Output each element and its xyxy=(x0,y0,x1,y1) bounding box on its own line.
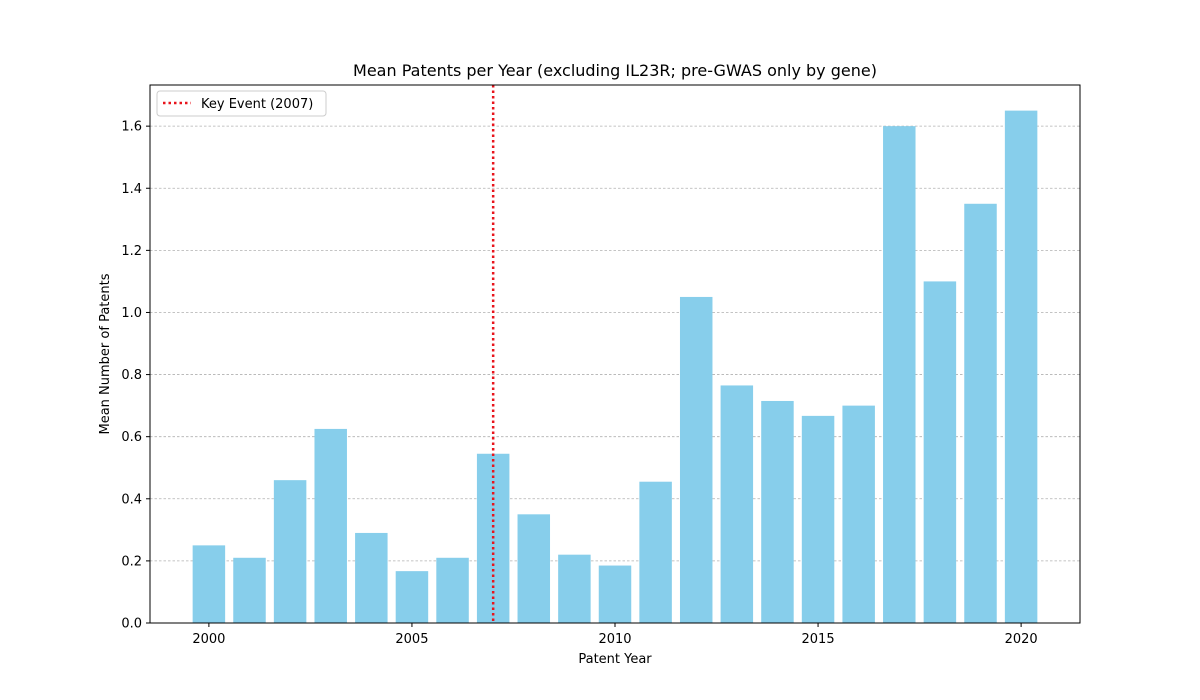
bar-2003 xyxy=(314,428,347,623)
bar-2018 xyxy=(923,281,957,623)
x-tick-label: 2015 xyxy=(802,632,835,647)
bar-2013 xyxy=(720,385,754,623)
x-axis-label: Patent Year xyxy=(578,652,652,667)
bar-2006 xyxy=(436,557,469,623)
bar-2010 xyxy=(598,565,632,623)
y-tick-label: 0.4 xyxy=(121,492,142,507)
bar-2017 xyxy=(883,126,916,623)
y-tick-label: 0.8 xyxy=(121,368,142,383)
y-tick-label: 1.0 xyxy=(121,306,142,321)
y-axis-ticks: 0.0 0.2 0.4 0.6 0.8 1.0 1.2 1.4 1.6 xyxy=(121,120,150,632)
y-tick-label: 1.6 xyxy=(121,120,142,135)
legend-box xyxy=(156,90,327,117)
y-axis-label: Mean Number of Patents xyxy=(98,273,113,434)
bar-2015 xyxy=(801,415,835,623)
bar-2019 xyxy=(964,203,997,623)
bar-2000 xyxy=(192,545,226,623)
bars xyxy=(192,110,1038,624)
bar-2016 xyxy=(842,405,875,623)
bar-2020 xyxy=(1004,110,1038,624)
chart-title: Mean Patents per Year (excluding IL23R; … xyxy=(353,61,877,80)
bar-2011 xyxy=(639,481,672,623)
bar-2008 xyxy=(517,514,551,623)
y-tick-label: 0.2 xyxy=(121,554,142,569)
bar-2004 xyxy=(355,532,388,623)
y-tick-label: 1.4 xyxy=(121,182,142,197)
bar-2001 xyxy=(233,557,266,623)
legend: Key Event (2007) xyxy=(156,90,327,117)
y-tick-label: 0.6 xyxy=(121,430,142,445)
x-tick-label: 2005 xyxy=(395,632,428,647)
x-axis-ticks: 2000 2005 2010 2015 2020 xyxy=(192,623,1038,647)
bar-2005 xyxy=(395,571,429,623)
x-tick-label: 2000 xyxy=(192,632,225,647)
bar-2002 xyxy=(273,480,307,623)
y-tick-label: 0.0 xyxy=(121,617,142,632)
bar-2009 xyxy=(558,554,591,623)
x-tick-label: 2010 xyxy=(598,632,631,647)
bar-2012 xyxy=(679,296,713,623)
y-tick-label: 1.2 xyxy=(121,244,142,259)
x-tick-label: 2020 xyxy=(1005,632,1038,647)
legend-label: Key Event (2007) xyxy=(201,97,313,112)
bar-2014 xyxy=(761,400,794,623)
